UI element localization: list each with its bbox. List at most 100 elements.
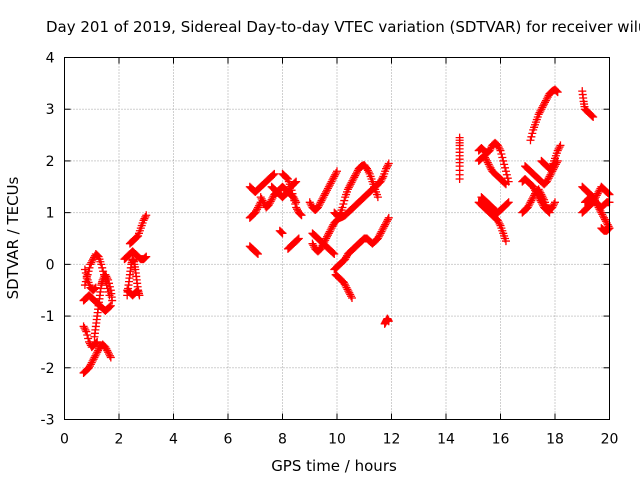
data-point bbox=[87, 358, 96, 367]
data-point bbox=[133, 287, 142, 296]
data-point bbox=[528, 129, 537, 138]
data-point bbox=[270, 169, 279, 178]
data-point bbox=[85, 263, 94, 272]
data-point bbox=[327, 177, 336, 186]
data-point bbox=[542, 177, 551, 186]
data-point bbox=[486, 163, 495, 172]
series-t12 bbox=[245, 198, 265, 222]
data-point bbox=[323, 186, 332, 195]
data-point bbox=[328, 175, 337, 184]
data-point bbox=[340, 196, 349, 205]
series-t10 bbox=[123, 286, 143, 300]
x-tick-label: 20 bbox=[601, 432, 619, 448]
data-point bbox=[556, 141, 565, 150]
data-point bbox=[539, 101, 548, 110]
data-point bbox=[256, 193, 265, 202]
data-point bbox=[308, 239, 317, 248]
data-point bbox=[132, 287, 141, 296]
data-point bbox=[288, 189, 297, 198]
data-point bbox=[343, 285, 352, 294]
data-point bbox=[83, 331, 92, 340]
data-point bbox=[501, 167, 510, 176]
data-point bbox=[598, 210, 607, 219]
data-point bbox=[268, 171, 277, 180]
data-point bbox=[382, 164, 391, 173]
grid-lines bbox=[64, 57, 610, 420]
data-point bbox=[101, 343, 110, 352]
data-point bbox=[600, 213, 609, 222]
data-point bbox=[603, 225, 612, 234]
data-point bbox=[543, 206, 552, 215]
data-point bbox=[297, 211, 306, 220]
series-t16 bbox=[278, 169, 306, 220]
data-point bbox=[534, 193, 543, 202]
data-point bbox=[531, 187, 540, 196]
data-point bbox=[364, 168, 373, 177]
data-point bbox=[134, 286, 143, 295]
data-point bbox=[85, 363, 94, 372]
data-point bbox=[374, 232, 383, 241]
data-point bbox=[142, 211, 151, 220]
data-point bbox=[542, 94, 551, 103]
data-point bbox=[501, 163, 510, 172]
data-point bbox=[322, 187, 331, 196]
data-point bbox=[328, 222, 337, 231]
data-point bbox=[330, 172, 339, 181]
data-point bbox=[531, 186, 540, 195]
data-point bbox=[601, 217, 610, 226]
data-point bbox=[253, 250, 262, 259]
data-point bbox=[384, 317, 393, 326]
data-point bbox=[292, 177, 301, 186]
data-point bbox=[604, 189, 613, 198]
plot-frame bbox=[64, 57, 610, 420]
data-point bbox=[382, 218, 391, 227]
data-point bbox=[253, 249, 262, 258]
data-point bbox=[383, 161, 392, 170]
data-point bbox=[87, 258, 96, 267]
data-point bbox=[81, 325, 90, 334]
data-point bbox=[554, 144, 563, 153]
data-point bbox=[500, 178, 509, 187]
data-point bbox=[86, 260, 95, 269]
data-point bbox=[347, 178, 356, 187]
data-point bbox=[587, 111, 596, 120]
series-t37 bbox=[578, 87, 598, 121]
data-point bbox=[82, 327, 91, 336]
data-point bbox=[536, 196, 545, 205]
data-point bbox=[92, 250, 101, 259]
data-point bbox=[139, 216, 148, 225]
data-point bbox=[502, 200, 511, 209]
data-point bbox=[290, 196, 299, 205]
data-point bbox=[309, 241, 318, 250]
data-point bbox=[295, 209, 304, 218]
data-point bbox=[549, 201, 558, 210]
data-point bbox=[79, 322, 88, 331]
series-t6 bbox=[80, 265, 100, 295]
series-t13 bbox=[245, 169, 279, 196]
series-t24 bbox=[331, 270, 356, 302]
data-point bbox=[326, 225, 335, 234]
data-point bbox=[293, 235, 302, 244]
series-t2 bbox=[79, 322, 102, 352]
data-point bbox=[503, 174, 512, 183]
data-point bbox=[383, 215, 392, 224]
data-point bbox=[93, 348, 102, 357]
data-point bbox=[108, 296, 117, 305]
data-point bbox=[105, 302, 114, 311]
data-point bbox=[373, 193, 382, 202]
data-point bbox=[380, 222, 389, 231]
series-t41 bbox=[580, 193, 614, 212]
data-point bbox=[97, 260, 106, 269]
data-point bbox=[526, 198, 535, 207]
data-point bbox=[318, 194, 327, 203]
data-point bbox=[90, 353, 99, 362]
data-point bbox=[347, 293, 356, 302]
data-point bbox=[141, 212, 150, 221]
data-point bbox=[292, 203, 301, 212]
data-point bbox=[592, 191, 601, 200]
series-t31 bbox=[477, 193, 513, 217]
data-point bbox=[331, 218, 340, 227]
data-point bbox=[253, 203, 262, 212]
y-tick-label: 4 bbox=[46, 51, 55, 67]
data-point bbox=[382, 162, 391, 171]
